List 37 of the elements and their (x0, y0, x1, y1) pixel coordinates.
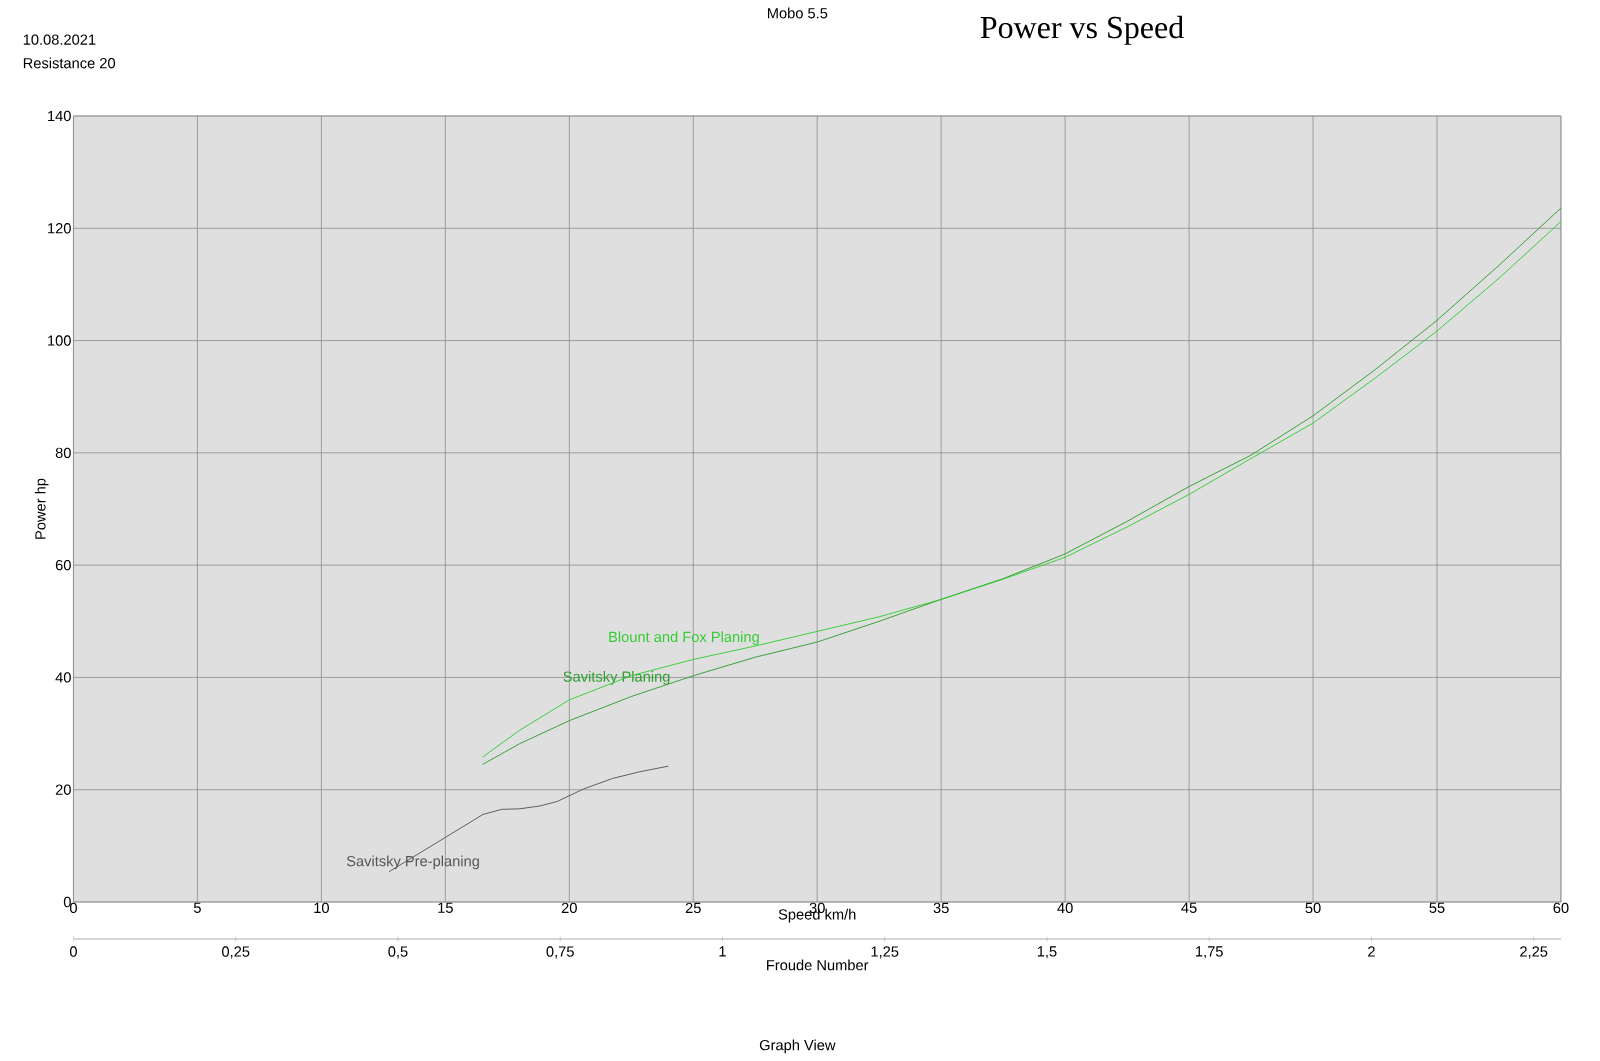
x2-tick-label: 1,25 (871, 946, 899, 959)
x2-tick-label: 0,5 (388, 946, 408, 959)
y-tick-label: 120 (48, 223, 71, 234)
x-tick-label: 35 (933, 902, 949, 914)
y-tick-label: 140 (48, 110, 71, 122)
text: Graph View (759, 1039, 836, 1054)
x2-tick-label: 1 (719, 946, 726, 957)
x-tick-label: 10 (314, 902, 329, 914)
x2-tick-label: 2 (1368, 946, 1375, 957)
x2-axis-title: Froude Number (767, 959, 869, 971)
x2-tick-label: 1,75 (1196, 946, 1223, 959)
series-label: Savitsky Pre-planing (346, 855, 479, 870)
y-tick-label: 100 (48, 335, 71, 346)
chart-title: Power vs Speed (980, 15, 1184, 45)
series-label: Blount and Fox Planing (609, 631, 759, 645)
y-tick-label: 40 (55, 672, 71, 683)
text: Resistance 20 (23, 57, 116, 69)
x2-tick-label: 2,25 (1520, 946, 1548, 959)
series-label: Savitsky Planing (563, 671, 670, 685)
x-tick-label: 45 (1181, 902, 1197, 913)
x-tick-label: 20 (561, 902, 577, 914)
y-axis-title: Power hp (34, 478, 49, 539)
x2-tick-label: 1,5 (1037, 946, 1057, 959)
x-tick-label: 5 (193, 902, 201, 913)
x2-tick-label: 0,75 (546, 946, 574, 959)
y-tick-label: 80 (55, 447, 71, 459)
y-tick-label: 60 (55, 559, 71, 571)
x-tick-label: 40 (1057, 902, 1073, 914)
text: Mobo 5.5 (767, 7, 828, 19)
x-tick-label: 60 (1553, 902, 1569, 914)
text: 10.08.2021 (23, 34, 96, 45)
x-tick-label: 15 (438, 902, 453, 913)
x2-tick-label: 0,25 (222, 946, 250, 959)
y-tick-label: 20 (55, 784, 71, 795)
x-tick-label: 25 (685, 902, 701, 914)
x-tick-label: 50 (1305, 902, 1321, 914)
x-tick-label: 55 (1429, 902, 1445, 913)
